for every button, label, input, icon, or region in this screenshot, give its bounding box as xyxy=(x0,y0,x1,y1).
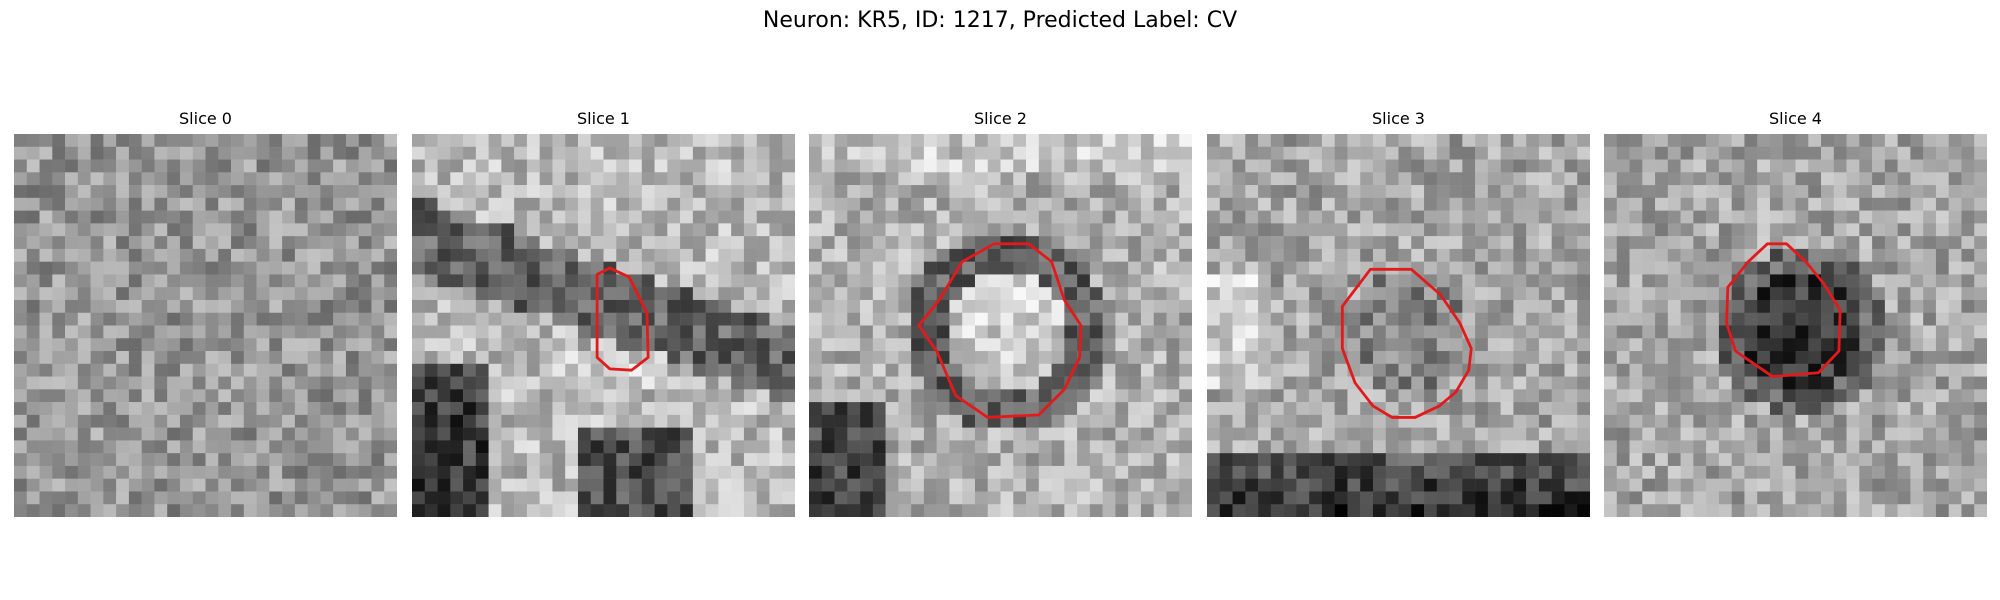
panel-title-slice-1: Slice 1 xyxy=(577,109,630,128)
panel-title-slice-3: Slice 3 xyxy=(1372,109,1425,128)
panel-title-slice-0: Slice 0 xyxy=(179,109,232,128)
slice-4-image xyxy=(1604,134,1987,517)
cell-contour xyxy=(1725,242,1842,378)
cell-contour xyxy=(595,266,650,372)
cell-contour xyxy=(917,242,1083,419)
slice-2-image xyxy=(809,134,1192,517)
slice-3-image xyxy=(1207,134,1590,517)
panel-title-slice-2: Slice 2 xyxy=(974,109,1027,128)
slice-1-image xyxy=(412,134,795,517)
slice-0-image xyxy=(14,134,397,517)
cell-contour xyxy=(1340,267,1473,419)
panel-title-slice-4: Slice 4 xyxy=(1769,109,1822,128)
figure-title: Neuron: KR5, ID: 1217, Predicted Label: … xyxy=(762,8,1238,33)
